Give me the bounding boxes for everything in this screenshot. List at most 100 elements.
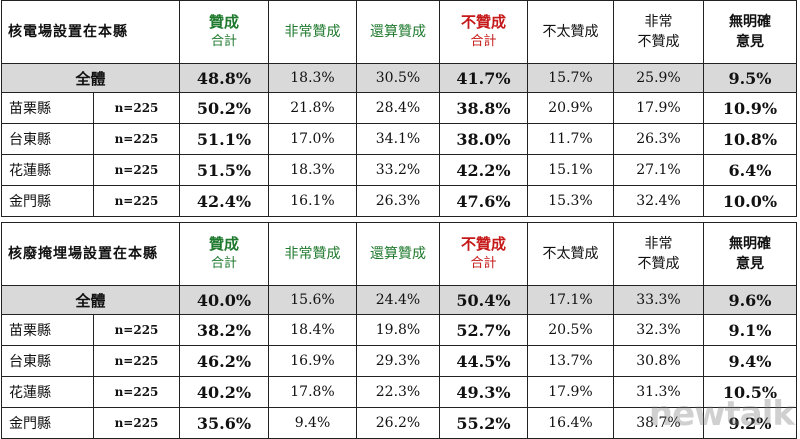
county-name: 苗栗縣 <box>1 92 94 124</box>
sample-size: n=225 <box>93 407 180 439</box>
total-strongly-support: 15.6% <box>268 285 357 315</box>
total-no-opinion: 9.5% <box>703 63 797 93</box>
support-total: 35.6% <box>179 407 269 439</box>
somewhat-oppose: 17.9% <box>527 376 614 408</box>
newtalk-watermark: newtalk <box>648 394 795 434</box>
somewhat-oppose: 16.4% <box>527 407 614 439</box>
header-strongly-support: 非常贊成 <box>268 0 357 64</box>
somewhat-support: 26.2% <box>356 407 440 439</box>
strongly-oppose: 27.1% <box>613 154 704 186</box>
header-oppose-total: 不贊成 合計 <box>439 0 528 64</box>
header-somewhat-support: 還算贊成 <box>356 222 440 286</box>
somewhat-oppose: 15.3% <box>527 185 614 217</box>
strongly-support: 17.0% <box>268 123 357 155</box>
no-opinion: 10.8% <box>703 123 797 155</box>
oppose-total: 47.6% <box>439 185 528 217</box>
total-strongly-oppose: 25.9% <box>613 63 704 93</box>
nuclear-waste-table: 核廢掩埋場設置在本縣 贊成 合計 非常贊成 還算贊成 不贊成 合計 不太贊成 非… <box>1 222 797 439</box>
county-name: 苗栗縣 <box>1 314 94 346</box>
strongly-support: 21.8% <box>268 92 357 124</box>
sample-size: n=225 <box>93 92 180 124</box>
support-total: 46.2% <box>179 345 269 377</box>
strongly-oppose: 38.7% <box>613 407 704 439</box>
somewhat-support: 28.4% <box>356 92 440 124</box>
total-somewhat-oppose: 15.7% <box>527 63 614 93</box>
header-no-opinion: 無明確 意見 <box>703 222 797 286</box>
total-support-total: 40.0% <box>179 285 269 315</box>
strongly-support: 17.8% <box>268 376 357 408</box>
topic-title: 核廢掩埋場設置在本縣 <box>1 222 180 286</box>
somewhat-oppose: 15.1% <box>527 154 614 186</box>
table-row: 花蓮縣 n=225 40.2% 17.8% 22.3% 49.3% 17.9% … <box>1 376 797 408</box>
table-row: 苗栗縣 n=225 38.2% 18.4% 19.8% 52.7% 20.5% … <box>1 314 797 346</box>
header-support-total: 贊成 合計 <box>179 0 269 64</box>
total-somewhat-oppose: 17.1% <box>527 285 614 315</box>
total-strongly-oppose: 33.3% <box>613 285 704 315</box>
sample-size: n=225 <box>93 314 180 346</box>
total-no-opinion: 9.6% <box>703 285 797 315</box>
nuclear-plant-table: 核電場設置在本縣 贊成 合計 非常贊成 還算贊成 不贊成 合計 不太贊成 非常 … <box>1 0 797 217</box>
no-opinion: 10.0% <box>703 185 797 217</box>
total-oppose-total: 50.4% <box>439 285 528 315</box>
total-label: 全體 <box>1 63 180 93</box>
sample-size: n=225 <box>93 376 180 408</box>
strongly-support: 9.4% <box>268 407 357 439</box>
support-total: 40.2% <box>179 376 269 408</box>
oppose-total: 52.7% <box>439 314 528 346</box>
strongly-support: 16.1% <box>268 185 357 217</box>
total-row: 全體 40.0% 15.6% 24.4% 50.4% 17.1% 33.3% 9… <box>1 285 797 315</box>
oppose-total: 55.2% <box>439 407 528 439</box>
sample-size: n=225 <box>93 154 180 186</box>
no-opinion: 6.4% <box>703 154 797 186</box>
strongly-support: 18.4% <box>268 314 357 346</box>
oppose-total: 38.0% <box>439 123 528 155</box>
somewhat-oppose: 13.7% <box>527 345 614 377</box>
county-name: 金門縣 <box>1 185 94 217</box>
header-somewhat-support: 還算贊成 <box>356 0 440 64</box>
total-strongly-support: 18.3% <box>268 63 357 93</box>
total-label: 全體 <box>1 285 180 315</box>
no-opinion: 10.5% <box>703 376 797 408</box>
support-total: 50.2% <box>179 92 269 124</box>
topic-title: 核電場設置在本縣 <box>1 0 180 64</box>
table-row: 金門縣 n=225 42.4% 16.1% 26.3% 47.6% 15.3% … <box>1 185 797 217</box>
county-name: 台東縣 <box>1 123 94 155</box>
strongly-oppose: 32.4% <box>613 185 704 217</box>
strongly-oppose: 26.3% <box>613 123 704 155</box>
somewhat-support: 34.1% <box>356 123 440 155</box>
header-row: 核電場設置在本縣 贊成 合計 非常贊成 還算贊成 不贊成 合計 不太贊成 非常 … <box>1 0 797 64</box>
no-opinion: 9.1% <box>703 314 797 346</box>
strongly-oppose: 17.9% <box>613 92 704 124</box>
header-oppose-total: 不贊成 合計 <box>439 222 528 286</box>
oppose-total: 38.8% <box>439 92 528 124</box>
table-row: 苗栗縣 n=225 50.2% 21.8% 28.4% 38.8% 20.9% … <box>1 92 797 124</box>
strongly-support: 16.9% <box>268 345 357 377</box>
total-oppose-total: 41.7% <box>439 63 528 93</box>
support-total: 51.5% <box>179 154 269 186</box>
somewhat-support: 22.3% <box>356 376 440 408</box>
no-opinion: 9.4% <box>703 345 797 377</box>
somewhat-oppose: 20.5% <box>527 314 614 346</box>
strongly-oppose: 30.8% <box>613 345 704 377</box>
table-row: 花蓮縣 n=225 51.5% 18.3% 33.2% 42.2% 15.1% … <box>1 154 797 186</box>
strongly-support: 18.3% <box>268 154 357 186</box>
sample-size: n=225 <box>93 185 180 217</box>
somewhat-oppose: 11.7% <box>527 123 614 155</box>
sample-size: n=225 <box>93 345 180 377</box>
oppose-total: 44.5% <box>439 345 528 377</box>
header-no-opinion: 無明確 意見 <box>703 0 797 64</box>
header-strongly-oppose: 非常 不贊成 <box>613 0 704 64</box>
somewhat-support: 29.3% <box>356 345 440 377</box>
somewhat-support: 26.3% <box>356 185 440 217</box>
header-strongly-oppose: 非常 不贊成 <box>613 222 704 286</box>
somewhat-support: 19.8% <box>356 314 440 346</box>
oppose-total: 49.3% <box>439 376 528 408</box>
header-somewhat-oppose: 不太贊成 <box>527 222 614 286</box>
sample-size: n=225 <box>93 123 180 155</box>
somewhat-oppose: 20.9% <box>527 92 614 124</box>
total-somewhat-support: 30.5% <box>356 63 440 93</box>
header-somewhat-oppose: 不太贊成 <box>527 0 614 64</box>
header-strongly-support: 非常贊成 <box>268 222 357 286</box>
total-row: 全體 48.8% 18.3% 30.5% 41.7% 15.7% 25.9% 9… <box>1 63 797 93</box>
table-row: 台東縣 n=225 46.2% 16.9% 29.3% 44.5% 13.7% … <box>1 345 797 377</box>
